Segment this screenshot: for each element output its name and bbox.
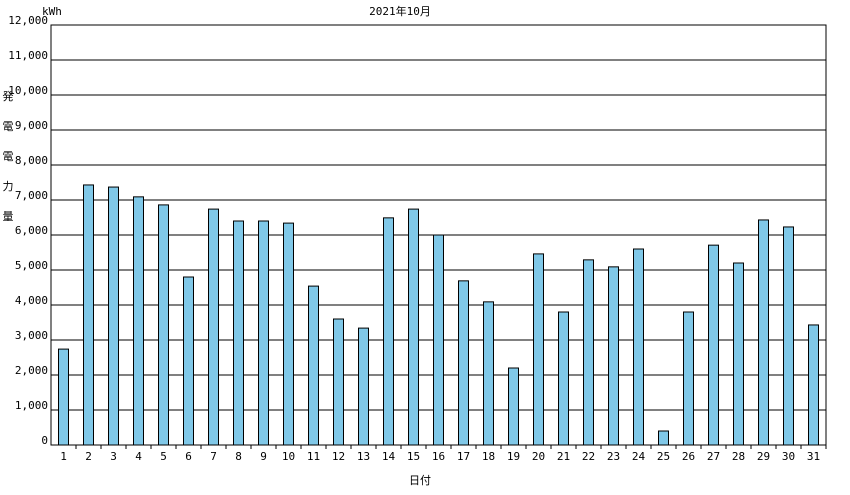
bar	[808, 324, 819, 446]
x-tick-label: 7	[210, 450, 217, 463]
y-tick-label: 7,000	[15, 189, 48, 202]
bar	[158, 204, 169, 446]
bar	[383, 217, 394, 446]
x-axis-label: 日付	[409, 474, 431, 487]
x-tick-label: 27	[707, 450, 720, 463]
bar	[58, 348, 69, 446]
bar	[183, 276, 194, 446]
bar	[208, 208, 219, 446]
x-tick-label: 14	[382, 450, 396, 463]
bar	[83, 184, 94, 446]
y-tick-label: 4,000	[15, 294, 48, 307]
x-tick-label: 28	[732, 450, 745, 463]
bar	[583, 259, 594, 446]
y-tick-label: 10,000	[8, 84, 48, 97]
x-tick-label: 8	[235, 450, 242, 463]
y-axis-label: 発電電力量	[3, 89, 14, 223]
x-tick-label: 13	[357, 450, 370, 463]
bar	[708, 244, 719, 446]
bar	[433, 234, 444, 446]
y-tick-label: 5,000	[15, 259, 48, 272]
bar	[408, 208, 419, 446]
x-tick-label: 3	[110, 450, 117, 463]
y-tick-label: 2,000	[15, 364, 48, 377]
bar	[633, 248, 644, 446]
bar	[233, 220, 244, 446]
x-tick-label: 25	[657, 450, 670, 463]
x-tick-label: 6	[185, 450, 192, 463]
x-tick-label: 16	[432, 450, 445, 463]
bar	[283, 222, 294, 446]
x-tick-label: 31	[807, 450, 820, 463]
y-tick-label: 6,000	[15, 224, 48, 237]
bar	[783, 226, 794, 446]
bar	[558, 311, 569, 446]
bar	[608, 266, 619, 446]
bar	[733, 262, 744, 446]
bar	[133, 196, 144, 446]
x-tick-label: 22	[582, 450, 595, 463]
bar	[508, 367, 519, 446]
y-tick-label: 0	[41, 434, 48, 447]
bar	[308, 285, 319, 446]
bar	[108, 186, 119, 446]
x-tick-label: 23	[607, 450, 620, 463]
y-tick-label: 3,000	[15, 329, 48, 342]
y-tick-label: 8,000	[15, 154, 48, 167]
x-tick-label: 11	[307, 450, 320, 463]
x-tick-label: 9	[260, 450, 267, 463]
x-tick-label: 10	[282, 450, 295, 463]
x-tick-label: 30	[782, 450, 795, 463]
bar	[483, 301, 494, 446]
x-tick-label: 1	[60, 450, 67, 463]
bar	[358, 327, 369, 446]
x-tick-label: 15	[407, 450, 420, 463]
y-tick-label: 9,000	[15, 119, 48, 132]
y-tick-label: 11,000	[8, 49, 48, 62]
x-tick-label: 4	[135, 450, 142, 463]
unit-label: kWh	[42, 5, 62, 18]
bar	[533, 253, 544, 446]
x-tick-label: 19	[507, 450, 520, 463]
bar	[758, 219, 769, 446]
x-tick-label: 17	[457, 450, 470, 463]
x-tick-label: 26	[682, 450, 695, 463]
x-tick-label: 21	[557, 450, 570, 463]
bar	[683, 311, 694, 446]
bar	[458, 280, 469, 446]
x-tick-label: 20	[532, 450, 545, 463]
x-tick-label: 12	[332, 450, 345, 463]
bar	[333, 318, 344, 446]
x-tick-label: 5	[160, 450, 167, 463]
y-tick-label: 1,000	[15, 399, 48, 412]
bar	[258, 220, 269, 446]
x-tick-label: 18	[482, 450, 495, 463]
chart-title: 2021年10月	[369, 4, 431, 18]
x-tick-label: 2	[85, 450, 92, 463]
bar	[658, 430, 669, 446]
y-tick-label: 12,000	[8, 14, 48, 27]
x-tick-label: 24	[632, 450, 646, 463]
x-tick-label: 29	[757, 450, 770, 463]
